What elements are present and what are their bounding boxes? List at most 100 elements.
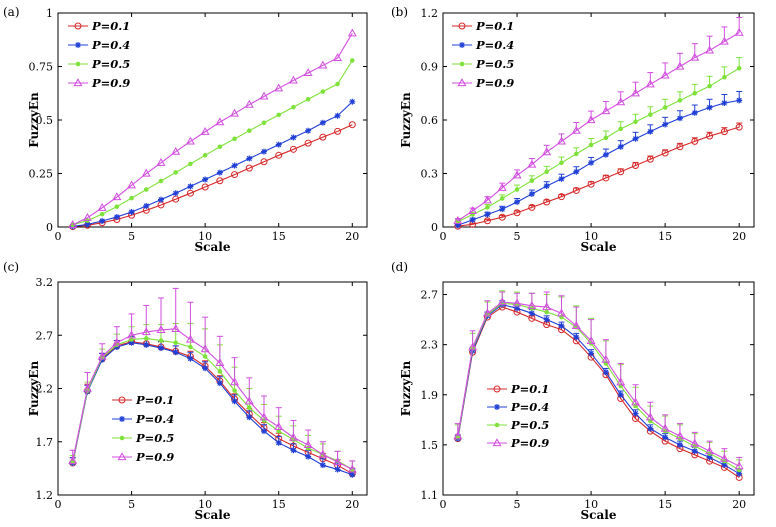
panel-c-series-P09-point xyxy=(97,351,107,360)
panel-b-series-P05-point xyxy=(573,151,579,157)
panel-a-series-P09 xyxy=(68,28,357,228)
panel-c-ytick-label: 3.2 xyxy=(36,276,54,289)
panel-d-series-P09-point xyxy=(675,431,685,440)
panel-c-series-P04-point xyxy=(349,471,356,478)
panel-a-series-P04-point xyxy=(202,176,209,183)
panel-c-series-P05-point xyxy=(158,338,164,343)
panel-d-series-P09-point xyxy=(601,354,611,363)
panel-d-series-P09-point xyxy=(660,423,670,432)
panel-b-series-P05-point xyxy=(559,160,564,166)
panel-a-series-P01-point xyxy=(319,133,327,141)
panel-b-series-P09-point xyxy=(660,70,670,79)
panel-d-series-P04-point xyxy=(558,322,565,329)
panel-b-series-P04-point xyxy=(691,109,698,116)
panel-a-series-P04-point xyxy=(349,98,356,105)
panel-d-xtick-label: 10 xyxy=(584,498,598,511)
panel-a-series-P05-line xyxy=(72,60,353,226)
panel-a-legend-marker xyxy=(73,78,83,87)
panel-b-series-P01-point xyxy=(661,149,669,157)
panel-d-legend-entry: P=0.9 xyxy=(487,436,549,450)
panel-a-series-P04-point xyxy=(261,148,267,155)
panel-d-series-P04-point xyxy=(721,461,728,468)
panel-c-ylabel: FuzzyEn xyxy=(27,360,41,416)
panel-b-ytick-label: 0.3 xyxy=(421,168,439,181)
panel-c-legend-marker xyxy=(119,435,125,441)
panel-b-legend-marker xyxy=(459,61,465,67)
panel-c-ytick-label: 1.2 xyxy=(36,489,54,502)
panel-a-series-P01-point xyxy=(231,171,239,179)
panel-b-legend-label: P=0.5 xyxy=(475,57,514,71)
panel-a-series-P09-point xyxy=(259,91,269,100)
panel-d-series-P04-point xyxy=(691,448,698,455)
panel-b-series-P01-point xyxy=(543,198,551,206)
panel-d-series-P09-point xyxy=(453,431,463,440)
panel-c-series-P09-point xyxy=(215,358,225,367)
panel-d-legend-marker xyxy=(493,385,501,393)
panel-b-series-P09 xyxy=(453,16,744,224)
panel-a-xtick-label: 10 xyxy=(198,230,212,243)
panel-c-series-P04-point xyxy=(246,414,253,421)
panel-a-series-P09-point xyxy=(68,220,78,228)
panel-d-ytick-label: 1.5 xyxy=(421,439,439,452)
panel-c-xtick-label: 10 xyxy=(198,498,212,511)
panel-d-ytick-label: 2.3 xyxy=(421,339,439,352)
panel-c-xtick-label: 15 xyxy=(272,498,286,511)
panel-d-xtick-label: 0 xyxy=(440,498,447,511)
panel-b-series-P05-point xyxy=(499,196,505,201)
panel-a-xlabel: Scale xyxy=(195,240,231,254)
panel-b-series-P05-point xyxy=(722,74,727,80)
panel-b-series-P04-point xyxy=(647,128,654,135)
panel-a-series-P01-point xyxy=(304,139,312,147)
panel-d-xtick-label: 15 xyxy=(658,498,672,511)
panel-b-xtick-label: 10 xyxy=(584,230,598,243)
panel-a-legend-label: P=0.9 xyxy=(91,76,130,90)
panel-d-legend-entry: P=0.1 xyxy=(487,382,549,396)
panel-d-series-P04-point xyxy=(676,441,683,448)
panel-a-series-P09-point xyxy=(230,108,240,117)
panel-d-series-P09-point xyxy=(719,453,729,462)
panel-c-legend-marker xyxy=(119,416,125,422)
panel-a-series-P01-point xyxy=(186,189,194,197)
panel-d-series-P09-point xyxy=(468,342,478,351)
panel-a-series-P05-point xyxy=(129,195,134,201)
panel-d-legend-entry: P=0.4 xyxy=(487,400,549,414)
panel-c-series-P04-point xyxy=(231,398,238,405)
panel-c-series-P04-point xyxy=(275,439,282,446)
panel-c-series-P09-point xyxy=(244,396,254,405)
panel-d-series-P09-point xyxy=(586,336,596,344)
panel-d: 0 5 10 15 20 1.1 1.5 1.9 2.3 2.7 (d) Scale FuzzyEn P=… xyxy=(391,260,755,522)
panel-a-series-P05-point xyxy=(217,144,223,150)
panel-a-series-P05-point xyxy=(143,187,149,192)
panel-b-series-P04-point xyxy=(721,100,728,107)
panel-a-series-P09-point xyxy=(274,83,284,92)
panel-b-series-P04-point xyxy=(499,206,506,213)
panel-c-series-P05-point xyxy=(202,354,208,359)
panel-d-ytick-label: 1.1 xyxy=(421,489,439,502)
panel-b-series-P01-point xyxy=(587,180,595,188)
panel-a-series-P01-point xyxy=(348,121,356,129)
panel-b-series-P01-point xyxy=(617,168,625,176)
panel-a-series-P05-point xyxy=(99,211,105,217)
panel-d-ytick-label: 1.9 xyxy=(421,389,439,402)
panel-b-legend-label: P=0.4 xyxy=(475,38,514,52)
panel-d-legend-marker xyxy=(492,438,502,447)
panel-c: 0 5 10 15 20 1.2 1.7 2.2 2.7 3.2 (c) Scale FuzzyEn P=… xyxy=(3,260,368,522)
panel-b-series-P09-point xyxy=(571,125,581,134)
panel-b-series-P05-point xyxy=(677,98,683,103)
panel-d-ylabel: FuzzyEn xyxy=(399,360,413,416)
panel-a-series-P04 xyxy=(69,98,356,230)
panel-a-series-P05 xyxy=(70,58,355,228)
panel-a-series-P05-point xyxy=(173,170,179,175)
panel-b-series-P04 xyxy=(454,90,743,229)
panel-b-series-P04-point xyxy=(528,191,535,198)
panel-d-ytick-label: 2.7 xyxy=(421,289,439,302)
panel-c-series-P04-point xyxy=(143,341,150,348)
panel-a-series-P04-point xyxy=(305,127,312,134)
panel-c-series-P05-point xyxy=(143,336,149,341)
panel-a-legend-marker xyxy=(75,42,81,48)
panel-a-series-P01-point xyxy=(289,145,297,153)
panel-c-series-P05-point xyxy=(261,418,267,423)
panel-d-series-P09-point xyxy=(645,412,655,421)
panel-a-legend-entry: P=0.9 xyxy=(68,76,130,90)
panel-d-xtick-label: 20 xyxy=(732,498,746,511)
